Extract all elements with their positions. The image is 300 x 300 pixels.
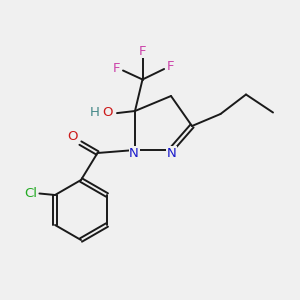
Text: O: O bbox=[67, 130, 77, 143]
Text: H: H bbox=[90, 106, 99, 119]
Text: N: N bbox=[129, 147, 139, 160]
Text: O: O bbox=[102, 106, 112, 119]
Text: Cl: Cl bbox=[25, 187, 38, 200]
Text: F: F bbox=[112, 61, 120, 75]
Text: F: F bbox=[167, 60, 175, 73]
Text: N: N bbox=[167, 147, 177, 160]
Text: F: F bbox=[139, 44, 146, 58]
